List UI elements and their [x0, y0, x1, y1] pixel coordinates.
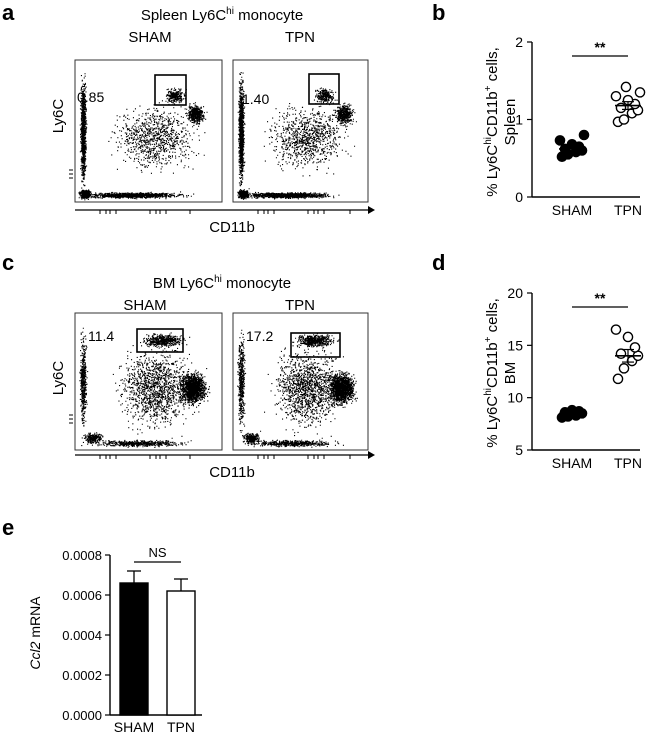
data-point	[578, 129, 590, 141]
flow-a-x-label: CD11b	[209, 219, 255, 236]
data-point	[620, 81, 632, 93]
plot-dots	[79, 327, 211, 448]
significance-label: **	[595, 290, 606, 306]
y-tick-label: 5	[515, 442, 523, 458]
flow-a-group-sham: SHAM	[128, 29, 171, 46]
y-tick-label: 0.0004	[62, 628, 102, 643]
chart-d-y-label: % Ly6ChiCD11b+ cells,	[483, 298, 501, 448]
data-point	[612, 373, 624, 385]
flow-c-gate-value-sham: 11.4	[88, 328, 114, 344]
data-point	[618, 363, 630, 374]
x-tick-label: SHAM	[552, 202, 592, 218]
x-tick-label: SHAM	[114, 719, 154, 733]
data-point	[554, 135, 566, 146]
chart-e-y-label: Ccl2 mRNA	[27, 596, 43, 670]
scatter-chart-b: % Ly6ChiCD11b+ cells, Spleen 0 1 2 SHAM TPN *…	[483, 34, 646, 218]
flow-a-group-tpn: TPN	[285, 29, 315, 46]
flow-plot-c-tpn	[232, 312, 369, 451]
bar	[166, 590, 196, 716]
chart-d-y-label-2: BM	[502, 362, 519, 385]
bar-chart-e: Ccl2 mRNA 0.0000 0.0002 0.0004 0.0006 0.0008…	[27, 545, 202, 733]
y-tick-label: 0.0006	[62, 588, 102, 603]
data-point	[615, 348, 627, 360]
gate-box	[290, 332, 341, 358]
y-tick-label: 0	[515, 189, 523, 205]
panel-letter-a: a	[2, 0, 15, 25]
data-point	[610, 324, 622, 335]
scatter-chart-d: % Ly6ChiCD11b+ cells, BM 5 10 15 20 SHAM TPN *…	[483, 285, 644, 471]
bar	[119, 582, 149, 716]
significance-label: **	[595, 39, 606, 55]
flow-plot-a-sham	[74, 59, 223, 203]
data-point	[610, 90, 622, 102]
data-point	[618, 114, 630, 125]
data-point	[622, 331, 634, 343]
flow-a-y-label: Ly6C	[50, 99, 67, 134]
flow-panel-c: BM Ly6Chi monocyte SHAM TPN 11.4 17.2 CD…	[50, 274, 375, 481]
plot-dots	[237, 329, 358, 448]
flow-c-x-arrow	[368, 451, 375, 459]
flow-plot-c-sham	[74, 312, 223, 451]
x-tick-label: TPN	[614, 455, 642, 471]
flow-panel-a: Spleen Ly6Chi monocyte SHAM TPN 0.85 1.4…	[50, 6, 375, 236]
flow-a-title: Spleen Ly6Chi monocyte	[141, 6, 303, 24]
panel-letter-d: d	[432, 250, 445, 275]
significance-label: NS	[148, 545, 166, 560]
flow-c-x-label: CD11b	[209, 464, 255, 481]
flow-plot-a-tpn	[232, 59, 369, 203]
chart-b-y-label: % Ly6ChiCD11b+ cells,	[483, 47, 501, 197]
gate-box	[308, 73, 340, 105]
y-tick-label: 2	[515, 34, 523, 50]
flow-c-gate-value-tpn: 17.2	[246, 328, 273, 344]
chart-b-y-label-2: Spleen	[502, 99, 519, 146]
flow-a-gate-value-sham: 0.85	[77, 89, 104, 105]
data-point	[629, 342, 641, 353]
y-tick-label: 0.0000	[62, 708, 102, 723]
x-tick-label: TPN	[167, 719, 195, 733]
gate-box	[154, 74, 187, 106]
flow-c-group-tpn: TPN	[285, 297, 315, 314]
panel-letter-c: c	[2, 250, 14, 275]
flow-c-group-sham: SHAM	[123, 297, 166, 314]
data-point	[634, 87, 646, 98]
y-tick-label: 10	[507, 390, 523, 406]
flow-a-x-arrow	[368, 206, 375, 214]
gate-box	[136, 328, 184, 353]
panel-letter-e: e	[2, 515, 14, 540]
flow-a-gate-value-tpn: 1.40	[242, 91, 269, 107]
y-tick-label: 1	[515, 112, 523, 128]
flow-c-title: BM Ly6Chi monocyte	[153, 274, 291, 292]
data-point	[615, 102, 627, 114]
panel-letter-b: b	[432, 0, 445, 25]
y-tick-label: 15	[507, 337, 523, 353]
x-tick-label: TPN	[614, 202, 642, 218]
y-tick-label: 0.0008	[62, 548, 102, 563]
plot-dots	[78, 73, 208, 201]
y-tick-label: 0.0002	[62, 668, 102, 683]
plot-frame	[232, 59, 369, 203]
flow-c-y-label: Ly6C	[50, 361, 67, 396]
x-tick-label: SHAM	[552, 455, 592, 471]
y-tick-label: 20	[507, 285, 523, 301]
